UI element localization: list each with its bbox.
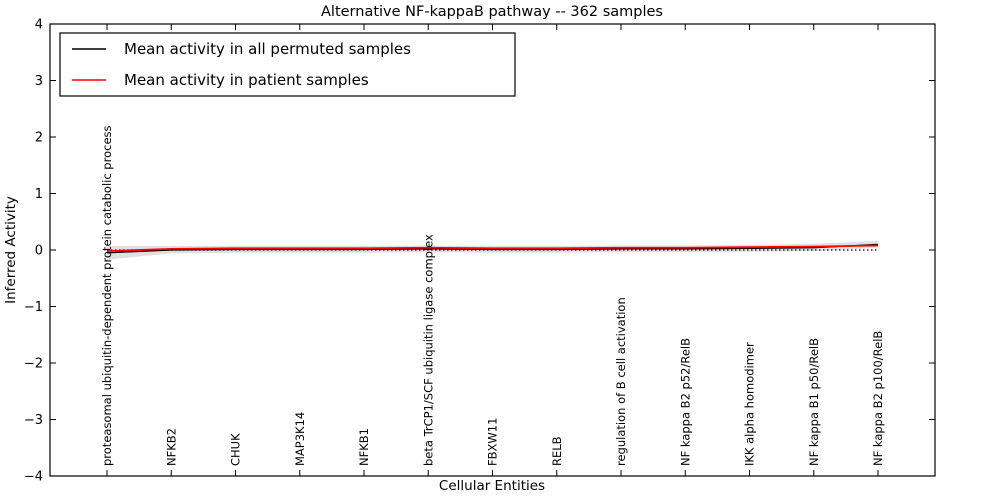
x-tick-label: NF kappa B2 p100/RelB bbox=[871, 331, 885, 466]
x-tick-label: FBXW11 bbox=[486, 418, 500, 466]
y-tick-label-layer: 4 3 2 1 0 −1 −2 −3 −4 bbox=[24, 18, 43, 485]
series-layer bbox=[106, 243, 879, 254]
y-tick-label: 0 bbox=[35, 244, 43, 259]
y-tick-label: 1 bbox=[35, 187, 43, 202]
legend-box bbox=[59, 32, 516, 97]
x-tick-label: NFKB1 bbox=[357, 428, 371, 466]
x-tick-label: NFKB2 bbox=[164, 428, 178, 466]
legend-label-permuted: Mean activity in all permuted samples bbox=[124, 40, 411, 58]
legend: Mean activity in all permuted samples Me… bbox=[59, 32, 516, 97]
x-tick-label-layer: proteasomal ubiquitin-dependent protein … bbox=[100, 125, 885, 466]
plot-border bbox=[49, 23, 936, 477]
x-tick-label: NF kappa B2 p52/RelB bbox=[678, 338, 692, 466]
legend-label-patient: Mean activity in patient samples bbox=[124, 71, 369, 89]
chart-title: Alternative NF-kappaB pathway -- 362 sam… bbox=[321, 4, 663, 20]
x-tick-label: IKK alpha homodimer bbox=[743, 342, 757, 466]
x-tick-label: CHUK bbox=[229, 433, 243, 466]
x-tick-label: NF kappa B1 p50/RelB bbox=[807, 338, 821, 466]
series-line-permuted bbox=[106, 243, 879, 254]
y-tick-label: −1 bbox=[24, 300, 43, 315]
x-axis-label: Cellular Entities bbox=[439, 478, 545, 494]
y-axis-label: Inferred Activity bbox=[3, 196, 19, 304]
y-tick-label: 2 bbox=[35, 131, 43, 146]
y-tick-label: 4 bbox=[35, 18, 43, 33]
series-line-patient bbox=[106, 244, 879, 253]
y-tick-label: −3 bbox=[24, 413, 43, 428]
x-tick-label: RELB bbox=[550, 436, 564, 466]
y-tick-label: −2 bbox=[24, 357, 43, 372]
x-tick-label: beta TrCP1/SCF ubiquitin ligase complex bbox=[421, 234, 435, 466]
x-tick-label: MAP3K14 bbox=[293, 412, 307, 466]
x-tick-label: regulation of B cell activation bbox=[614, 297, 628, 466]
x-tick-label: proteasomal ubiquitin-dependent protein … bbox=[100, 125, 114, 466]
y-tick-label: 3 bbox=[35, 74, 43, 89]
y-tick-label: −4 bbox=[24, 470, 43, 485]
